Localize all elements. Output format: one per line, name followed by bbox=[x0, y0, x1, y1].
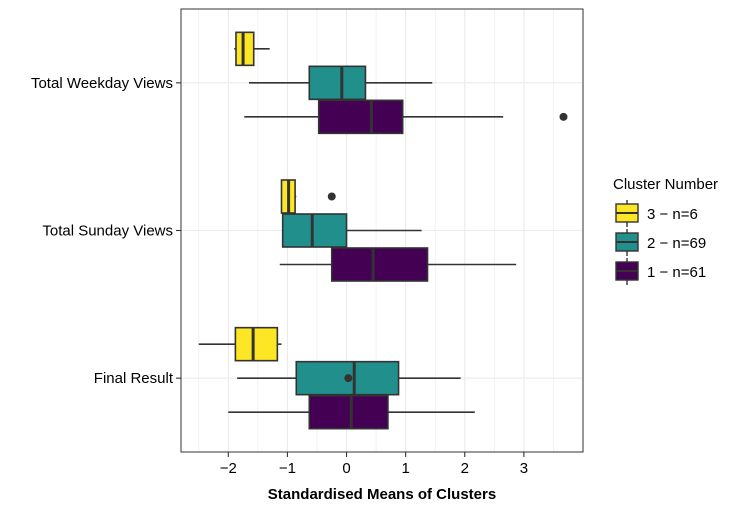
box-3-1 bbox=[244, 99, 568, 135]
box-2-3 bbox=[237, 360, 461, 396]
x-tick-label: −1 bbox=[279, 460, 296, 477]
x-tick-label: 2 bbox=[461, 460, 469, 477]
legend-item: 1 − n=61 bbox=[615, 258, 706, 285]
legend: Cluster Number 3 − n=6 2 − n=69 1 − n=61 bbox=[613, 176, 718, 285]
legend-item: 3 − n=6 bbox=[615, 200, 698, 227]
x-tick-label: −2 bbox=[220, 460, 237, 477]
box-iqr bbox=[317, 99, 404, 135]
box-3-2 bbox=[279, 247, 517, 282]
box-iqr bbox=[281, 213, 348, 248]
box-1-2 bbox=[280, 179, 336, 214]
outlier-point bbox=[344, 374, 353, 383]
box-2-1 bbox=[248, 65, 433, 101]
box-3-3 bbox=[228, 394, 475, 430]
legend-item: 2 − n=69 bbox=[615, 229, 706, 256]
outlier-point bbox=[327, 192, 336, 201]
legend-label: 1 − n=61 bbox=[647, 264, 706, 281]
legend-label: 2 − n=69 bbox=[647, 235, 706, 252]
y-tick-label: Total Sunday Views bbox=[42, 223, 173, 240]
legend-title: Cluster Number bbox=[613, 176, 718, 193]
box-2-2 bbox=[281, 213, 422, 248]
y-tick-label: Final Result bbox=[94, 370, 174, 387]
boxes bbox=[198, 31, 568, 430]
x-axis-title: Standardised Means of Clusters bbox=[268, 486, 496, 503]
box-iqr bbox=[330, 247, 429, 282]
x-axis: −2 −1 0 1 2 3 bbox=[220, 452, 528, 477]
box-1-1 bbox=[234, 31, 270, 67]
x-tick-label: 1 bbox=[401, 460, 409, 477]
box-iqr bbox=[308, 65, 367, 101]
x-tick-label: 0 bbox=[342, 460, 350, 477]
y-tick-label: Total Weekday Views bbox=[31, 75, 173, 92]
y-axis: Total Weekday Views Total Sunday Views Fin… bbox=[31, 75, 181, 387]
x-tick-label: 3 bbox=[520, 460, 528, 477]
box-iqr bbox=[308, 394, 389, 430]
legend-label: 3 − n=6 bbox=[647, 206, 698, 223]
box-iqr bbox=[235, 31, 255, 67]
box-iqr bbox=[234, 326, 279, 362]
box-1-3 bbox=[198, 326, 282, 362]
outlier-point bbox=[559, 112, 568, 121]
